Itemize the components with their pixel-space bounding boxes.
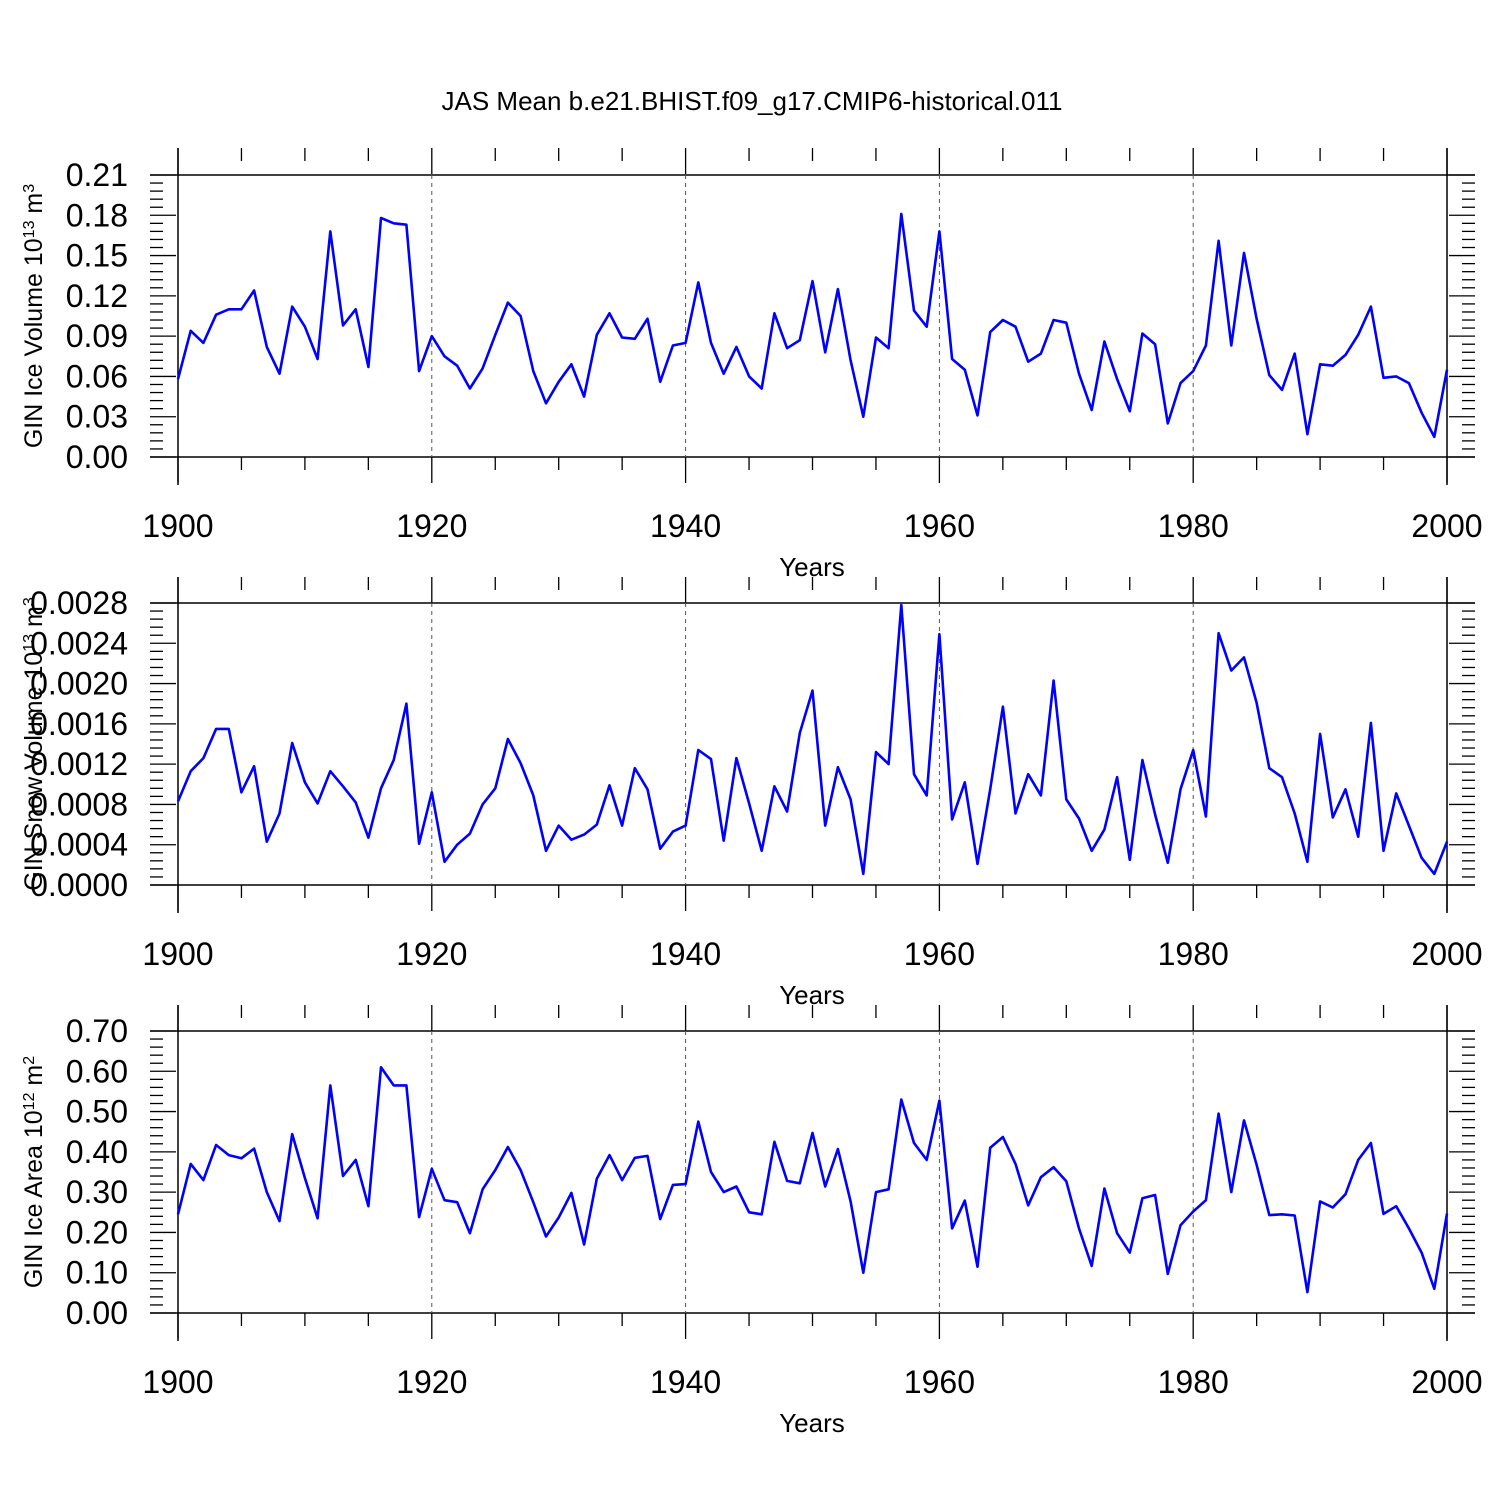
panel-snow-volume: 1900 1920 1940 1960 1980 2000Years0.00000.000… bbox=[20, 577, 1483, 1010]
y-axis-label-part: GIN Ice Area 10 bbox=[20, 1110, 48, 1288]
y-tick-label: 0.00 bbox=[66, 1295, 128, 1331]
y-tick-label: 0.06 bbox=[66, 358, 128, 394]
x-tick-label: 2000 bbox=[1411, 508, 1482, 544]
y-axis-label-part: GIN Ice Volume 10 bbox=[20, 238, 48, 448]
x-tick-label: 1900 bbox=[142, 1364, 213, 1400]
y-axis-label-part: GIN Snow Volume 10 bbox=[20, 652, 48, 891]
x-tick-label: 2000 bbox=[1411, 936, 1482, 972]
y-tick-label: 0.18 bbox=[66, 197, 128, 233]
x-tick-label: 1980 bbox=[1158, 1364, 1229, 1400]
y-tick-label: 0.0028 bbox=[30, 585, 128, 621]
y-tick-label: 0.20 bbox=[66, 1214, 128, 1250]
y-tick-label: 0.21 bbox=[66, 157, 128, 193]
x-tick-label: 1920 bbox=[396, 1364, 467, 1400]
y-axis-label-part: m bbox=[20, 1065, 48, 1093]
y-axis-label-part: m bbox=[20, 193, 48, 221]
y-axis-label-superscript: 2 bbox=[21, 1056, 38, 1065]
x-tick-label: 1920 bbox=[396, 508, 467, 544]
y-tick-label: 0.03 bbox=[66, 399, 128, 435]
y-tick-label: 0.0000 bbox=[30, 867, 128, 903]
y-tick-label: 0.00 bbox=[66, 439, 128, 475]
panel-ice-volume: 1900 1920 1940 1960 1980 2000Years0.000.030.0… bbox=[20, 148, 1483, 582]
y-axis-label-part: m bbox=[20, 606, 48, 634]
x-tick-label: 1900 bbox=[142, 508, 213, 544]
y-axis-label: GIN Snow Volume 1013 m3 bbox=[20, 597, 48, 891]
x-tick-label: 1920 bbox=[396, 936, 467, 972]
y-tick-label: 0.0008 bbox=[30, 786, 128, 822]
y-tick-label: 0.12 bbox=[66, 278, 128, 314]
x-tick-label: 1940 bbox=[650, 936, 721, 972]
x-tick-label: 1940 bbox=[650, 1364, 721, 1400]
chart-title: JAS Mean b.e21.BHIST.f09_g17.CMIP6-histo… bbox=[442, 86, 1063, 116]
x-tick-label: 1960 bbox=[904, 1364, 975, 1400]
x-tick-label: 1960 bbox=[904, 936, 975, 972]
y-axis-label: GIN Ice Volume 1013 m3 bbox=[20, 184, 48, 448]
y-tick-label: 0.70 bbox=[66, 1013, 128, 1049]
y-tick-label: 0.10 bbox=[66, 1255, 128, 1291]
y-tick-label: 0.60 bbox=[66, 1053, 128, 1089]
y-axis-label-superscript: 12 bbox=[21, 1092, 38, 1110]
y-tick-label: 0.40 bbox=[66, 1134, 128, 1170]
y-tick-label: 0.0004 bbox=[30, 827, 128, 863]
y-tick-label: 0.0016 bbox=[30, 706, 128, 742]
y-axis-label-superscript: 3 bbox=[21, 597, 38, 606]
x-tick-label: 1960 bbox=[904, 508, 975, 544]
y-axis-label-superscript: 13 bbox=[21, 634, 38, 652]
y-tick-label: 0.0012 bbox=[30, 746, 128, 782]
y-tick-label: 0.30 bbox=[66, 1174, 128, 1210]
y-tick-label: 0.50 bbox=[66, 1094, 128, 1130]
x-tick-label: 1940 bbox=[650, 508, 721, 544]
x-tick-label: 1980 bbox=[1158, 936, 1229, 972]
y-axis-label-superscript: 3 bbox=[21, 184, 38, 193]
y-tick-label: 0.15 bbox=[66, 238, 128, 274]
series-line-ice-volume bbox=[176, 212, 1449, 439]
y-tick-label: 0.09 bbox=[66, 318, 128, 354]
panel-ice-area: 1900 1920 1940 1960 1980 2000 Years 0.00 0.10 0.2… bbox=[20, 1005, 1483, 1438]
y-axis-label-superscript: 13 bbox=[21, 220, 38, 238]
x-axis-label: Years bbox=[779, 1408, 845, 1438]
y-axis-label: GIN Ice Area 1012 m2 bbox=[20, 1056, 48, 1288]
series-line-snow-volume bbox=[176, 603, 1449, 876]
x-tick-label: 1900 bbox=[142, 936, 213, 972]
y-tick-label: 0.0020 bbox=[30, 666, 128, 702]
series-line-ice-area bbox=[176, 1066, 1449, 1294]
x-tick-label: 2000 bbox=[1411, 1364, 1482, 1400]
y-tick-label: 0.0024 bbox=[30, 625, 128, 661]
x-tick-label: 1980 bbox=[1158, 508, 1229, 544]
